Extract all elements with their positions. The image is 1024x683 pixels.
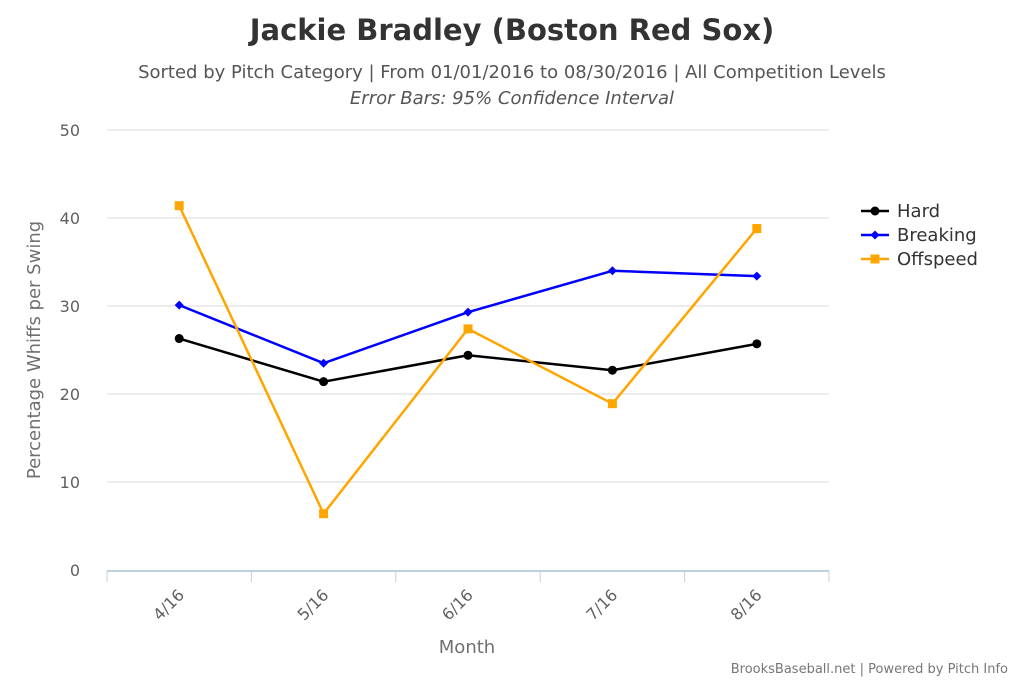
gridlines [107, 129, 829, 483]
credits-text[interactable]: BrooksBaseball.net | Powered by Pitch In… [731, 662, 1008, 677]
legend-item-breaking[interactable]: Breaking [861, 225, 977, 246]
chart-title: Jackie Bradley (Boston Red Sox) [248, 13, 775, 47]
data-point-breaking[interactable] [463, 307, 473, 317]
legend-item-offspeed[interactable]: Offspeed [861, 249, 978, 270]
x-axis: 4/16 5/16 6/16 7/16 8/16 [106, 570, 830, 624]
x-tick-label: 5/16 [294, 585, 333, 624]
data-point-breaking[interactable] [607, 266, 617, 276]
series-offspeed [174, 201, 762, 519]
data-point-hard[interactable] [174, 334, 184, 344]
y-tick-label: 0 [70, 561, 80, 580]
legend-marker[interactable] [870, 254, 880, 264]
data-point-breaking[interactable] [174, 300, 184, 310]
data-point-hard[interactable] [607, 365, 617, 375]
chart-subtitle-error-bars: Error Bars: 95% Confidence Interval [350, 88, 674, 109]
legend-label: Offspeed [897, 249, 978, 270]
legend-marker[interactable] [870, 230, 880, 240]
data-point-hard[interactable] [463, 350, 473, 360]
data-point-breaking[interactable] [752, 271, 762, 281]
y-axis-ticks: 0 10 20 30 40 50 [60, 121, 80, 580]
series-group [174, 201, 762, 519]
series-hard [174, 334, 762, 387]
y-tick-label: 10 [60, 473, 80, 492]
data-point-offspeed[interactable] [319, 509, 329, 519]
legend-label: Hard [897, 201, 940, 222]
legend-item-hard[interactable]: Hard [861, 201, 940, 222]
x-axis-label: Month [439, 637, 495, 658]
series-line-hard [178, 337, 758, 383]
legend: Hard Breaking Offspeed [861, 201, 978, 270]
legend-marker[interactable] [870, 206, 880, 216]
y-tick-label: 40 [60, 209, 80, 228]
data-point-offspeed[interactable] [463, 324, 473, 334]
x-tick-label: 4/16 [149, 585, 188, 624]
data-point-hard[interactable] [752, 339, 762, 349]
y-tick-label: 50 [60, 121, 80, 140]
data-point-hard[interactable] [319, 377, 329, 387]
data-point-offspeed[interactable] [607, 399, 617, 409]
x-tick-label: 8/16 [727, 585, 766, 624]
data-point-offspeed[interactable] [752, 224, 762, 234]
y-tick-label: 20 [60, 385, 80, 404]
chart-subtitle: Sorted by Pitch Category | From 01/01/20… [138, 62, 886, 83]
series-breaking [174, 266, 762, 368]
y-axis-label: Percentage Whiffs per Swing [24, 221, 45, 479]
y-tick-label: 30 [60, 297, 80, 316]
data-point-offspeed[interactable] [174, 201, 184, 211]
x-tick-label: 7/16 [582, 585, 621, 624]
series-line-breaking [178, 269, 757, 365]
data-point-breaking[interactable] [319, 358, 329, 368]
x-tick-label: 6/16 [438, 585, 477, 624]
legend-label: Breaking [897, 225, 977, 246]
